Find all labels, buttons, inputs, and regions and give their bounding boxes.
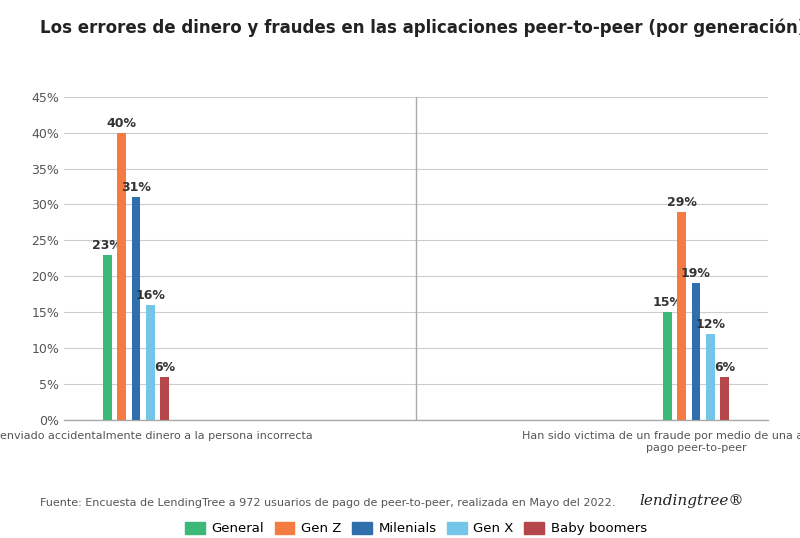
Bar (663, 312, 672, 420)
Text: 16%: 16% (135, 289, 166, 302)
Bar (706, 334, 715, 420)
Bar (131, 197, 140, 420)
Text: Fuente: Encuesta de LendingTree a 972 usuarios de pago de peer-to-peer, realizad: Fuente: Encuesta de LendingTree a 972 us… (40, 498, 615, 508)
Bar (160, 377, 170, 420)
Bar (102, 254, 111, 420)
Bar (118, 133, 126, 420)
Text: 19%: 19% (681, 267, 711, 280)
Text: 31%: 31% (121, 181, 151, 194)
Bar (146, 305, 155, 420)
Legend: General, Gen Z, Milenials, Gen X, Baby boomers: General, Gen Z, Milenials, Gen X, Baby b… (180, 516, 652, 538)
Bar (721, 377, 730, 420)
Bar (677, 211, 686, 420)
Text: 6%: 6% (154, 361, 175, 374)
Text: 15%: 15% (652, 296, 682, 309)
Text: 29%: 29% (666, 196, 697, 209)
Text: lendingtree®: lendingtree® (639, 494, 744, 508)
Text: 23%: 23% (92, 239, 122, 252)
Text: 12%: 12% (695, 318, 726, 331)
Text: 6%: 6% (714, 361, 735, 374)
Bar (691, 284, 701, 420)
Text: 40%: 40% (106, 117, 137, 130)
Text: Los errores de dinero y fraudes en las aplicaciones peer-to-peer (por generación: Los errores de dinero y fraudes en las a… (40, 19, 800, 37)
